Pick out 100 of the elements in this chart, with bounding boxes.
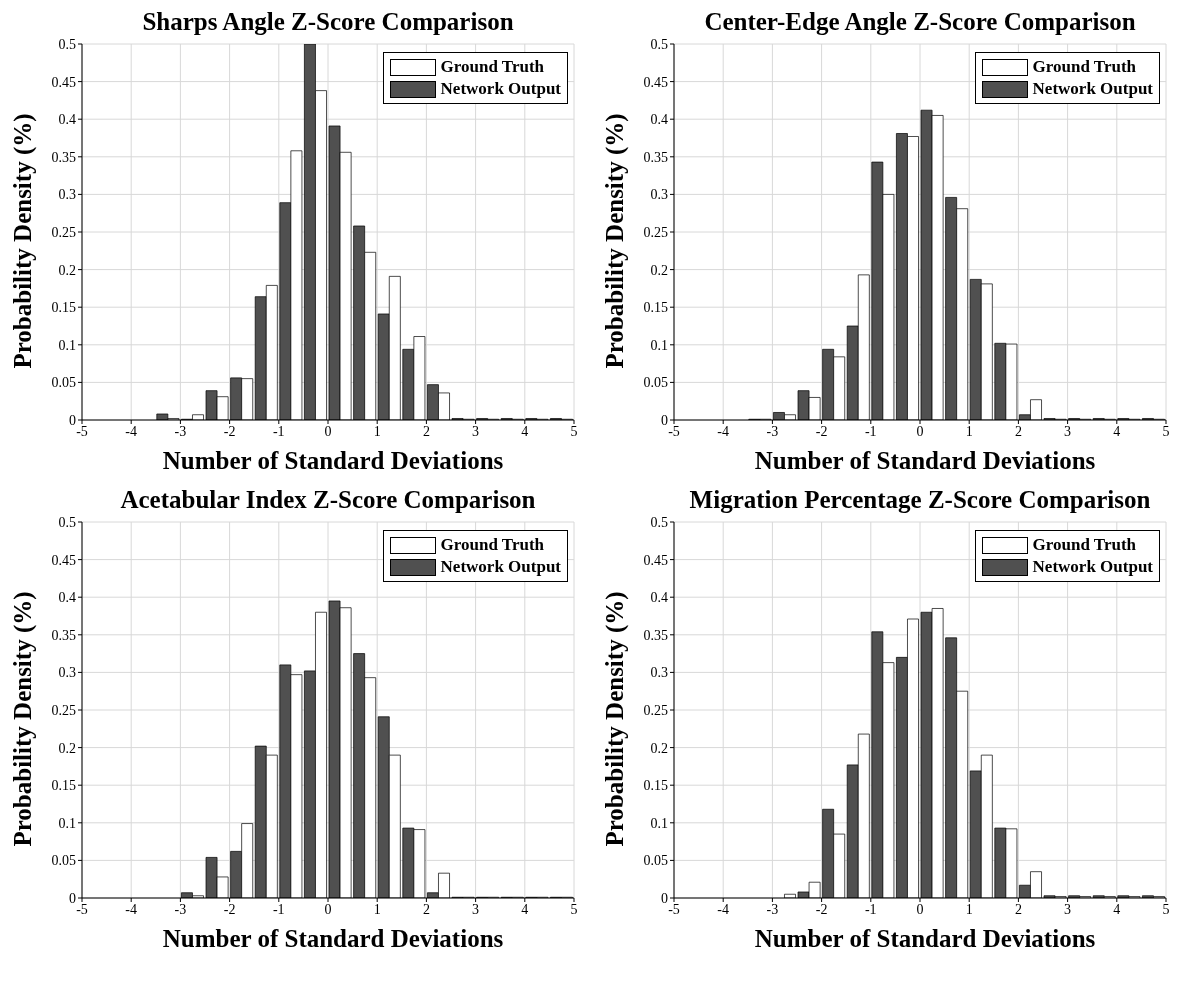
x-tick-label: -2 bbox=[223, 423, 236, 439]
y-tick-label: 0.2 bbox=[58, 262, 76, 278]
x-tick-label: -5 bbox=[76, 423, 88, 439]
y-tick-label: 0.1 bbox=[58, 337, 76, 353]
x-tick-label: 2 bbox=[422, 423, 430, 439]
chart-title: Center-Edge Angle Z-Score Comparison bbox=[703, 8, 1137, 36]
y-tick-label: 0.05 bbox=[643, 375, 668, 391]
y-tick-label: 0.15 bbox=[51, 778, 76, 794]
y-tick-label: 0.5 bbox=[650, 514, 668, 530]
y-tick-label: 0.45 bbox=[51, 552, 76, 568]
y-tick-label: 0.3 bbox=[650, 187, 668, 203]
legend-label: Network Output bbox=[440, 557, 561, 577]
x-tick-label: -1 bbox=[864, 901, 877, 917]
y-tick-label: 0.05 bbox=[51, 853, 76, 869]
x-tick-label: 4 bbox=[1113, 901, 1121, 917]
legend-label: Ground Truth bbox=[440, 535, 545, 555]
x-tick-label: 1 bbox=[965, 423, 973, 439]
y-tick-label: 0.4 bbox=[58, 590, 76, 606]
y-axis-title: Probability Density (%) bbox=[601, 591, 629, 847]
y-tick-label: 0.5 bbox=[58, 514, 76, 530]
y-tick-label: 0.4 bbox=[58, 112, 76, 128]
legend-label: Ground Truth bbox=[440, 57, 545, 77]
x-tick-label: 0 bbox=[916, 423, 924, 439]
y-tick-label: 0 bbox=[661, 412, 668, 428]
y-tick-label: 0.1 bbox=[650, 337, 668, 353]
x-tick-label: 2 bbox=[1014, 423, 1022, 439]
legend-label: Network Output bbox=[440, 79, 561, 99]
x-tick-label: 5 bbox=[1162, 901, 1170, 917]
x-tick-label: 2 bbox=[1014, 901, 1022, 917]
x-tick-label: 5 bbox=[570, 423, 578, 439]
x-tick-label: -1 bbox=[864, 423, 877, 439]
x-tick-label: 3 bbox=[472, 423, 480, 439]
x-axis-title: Number of Standard Deviations bbox=[161, 446, 505, 476]
y-tick-label: 0 bbox=[661, 890, 668, 906]
y-tick-label: 0.4 bbox=[650, 112, 668, 128]
y-tick-label: 0.5 bbox=[58, 36, 76, 52]
x-tick-label: 3 bbox=[472, 901, 480, 917]
y-tick-label: 0.05 bbox=[643, 853, 668, 869]
x-tick-label: -4 bbox=[717, 423, 730, 439]
y-tick-label: 0.45 bbox=[643, 552, 668, 568]
y-tick-label: 0 bbox=[69, 412, 76, 428]
x-tick-label: -2 bbox=[223, 901, 236, 917]
x-tick-label: -4 bbox=[125, 423, 138, 439]
y-tick-label: 0.15 bbox=[51, 300, 76, 316]
y-tick-label: 0.1 bbox=[58, 815, 76, 831]
y-tick-label: 0.25 bbox=[51, 702, 76, 718]
y-tick-label: 0.15 bbox=[643, 778, 668, 794]
y-tick-label: 0.1 bbox=[650, 815, 668, 831]
x-tick-label: -5 bbox=[668, 423, 680, 439]
x-tick-label: 5 bbox=[570, 901, 578, 917]
x-tick-label: -3 bbox=[174, 901, 187, 917]
y-tick-label: 0.45 bbox=[51, 74, 76, 90]
x-tick-label: 0 bbox=[324, 423, 332, 439]
x-tick-label: 4 bbox=[1113, 423, 1121, 439]
y-tick-label: 0.25 bbox=[643, 224, 668, 240]
x-tick-label: 3 bbox=[1064, 423, 1072, 439]
x-tick-label: -5 bbox=[668, 901, 680, 917]
y-tick-label: 0.25 bbox=[51, 224, 76, 240]
x-tick-label: -4 bbox=[717, 901, 730, 917]
y-tick-label: 0.5 bbox=[650, 36, 668, 52]
x-tick-label: 4 bbox=[521, 423, 529, 439]
y-tick-label: 0.3 bbox=[58, 665, 76, 681]
y-tick-label: 0.05 bbox=[51, 375, 76, 391]
x-axis-title: Number of Standard Deviations bbox=[161, 924, 505, 954]
y-tick-label: 0.35 bbox=[643, 149, 668, 165]
y-tick-label: 0.3 bbox=[58, 187, 76, 203]
x-tick-label: -3 bbox=[766, 901, 779, 917]
y-axis-title: Probability Density (%) bbox=[601, 113, 629, 369]
x-axis-title: Number of Standard Deviations bbox=[753, 446, 1097, 476]
y-tick-label: 0.45 bbox=[643, 74, 668, 90]
y-tick-label: 0.25 bbox=[643, 702, 668, 718]
x-tick-label: -2 bbox=[815, 901, 828, 917]
chart-title: Migration Percentage Z-Score Comparison bbox=[688, 486, 1152, 514]
y-tick-label: 0 bbox=[69, 890, 76, 906]
x-tick-label: -4 bbox=[125, 901, 138, 917]
x-tick-label: -3 bbox=[174, 423, 187, 439]
chart-title: Sharps Angle Z-Score Comparison bbox=[141, 8, 515, 36]
y-tick-label: 0.4 bbox=[650, 590, 668, 606]
legend-label: Ground Truth bbox=[1032, 535, 1137, 555]
x-tick-label: 0 bbox=[324, 901, 332, 917]
x-tick-label: 0 bbox=[916, 901, 924, 917]
x-tick-label: 1 bbox=[965, 901, 973, 917]
x-tick-label: 4 bbox=[521, 901, 529, 917]
y-axis-title: Probability Density (%) bbox=[9, 591, 37, 847]
x-tick-label: 5 bbox=[1162, 423, 1170, 439]
y-tick-label: 0.2 bbox=[650, 262, 668, 278]
y-axis-title: Probability Density (%) bbox=[9, 113, 37, 369]
y-tick-label: 0.35 bbox=[51, 149, 76, 165]
x-tick-label: -1 bbox=[272, 901, 285, 917]
x-tick-label: -5 bbox=[76, 901, 88, 917]
x-tick-label: 3 bbox=[1064, 901, 1072, 917]
x-tick-label: -1 bbox=[272, 423, 285, 439]
x-axis-title: Number of Standard Deviations bbox=[753, 924, 1097, 954]
legend-label: Network Output bbox=[1032, 79, 1153, 99]
legend-label: Ground Truth bbox=[1032, 57, 1137, 77]
y-tick-label: 0.35 bbox=[643, 627, 668, 643]
x-tick-label: 1 bbox=[373, 901, 381, 917]
y-tick-label: 0.35 bbox=[51, 627, 76, 643]
x-tick-label: -3 bbox=[766, 423, 779, 439]
chart-title: Acetabular Index Z-Score Comparison bbox=[119, 486, 537, 514]
